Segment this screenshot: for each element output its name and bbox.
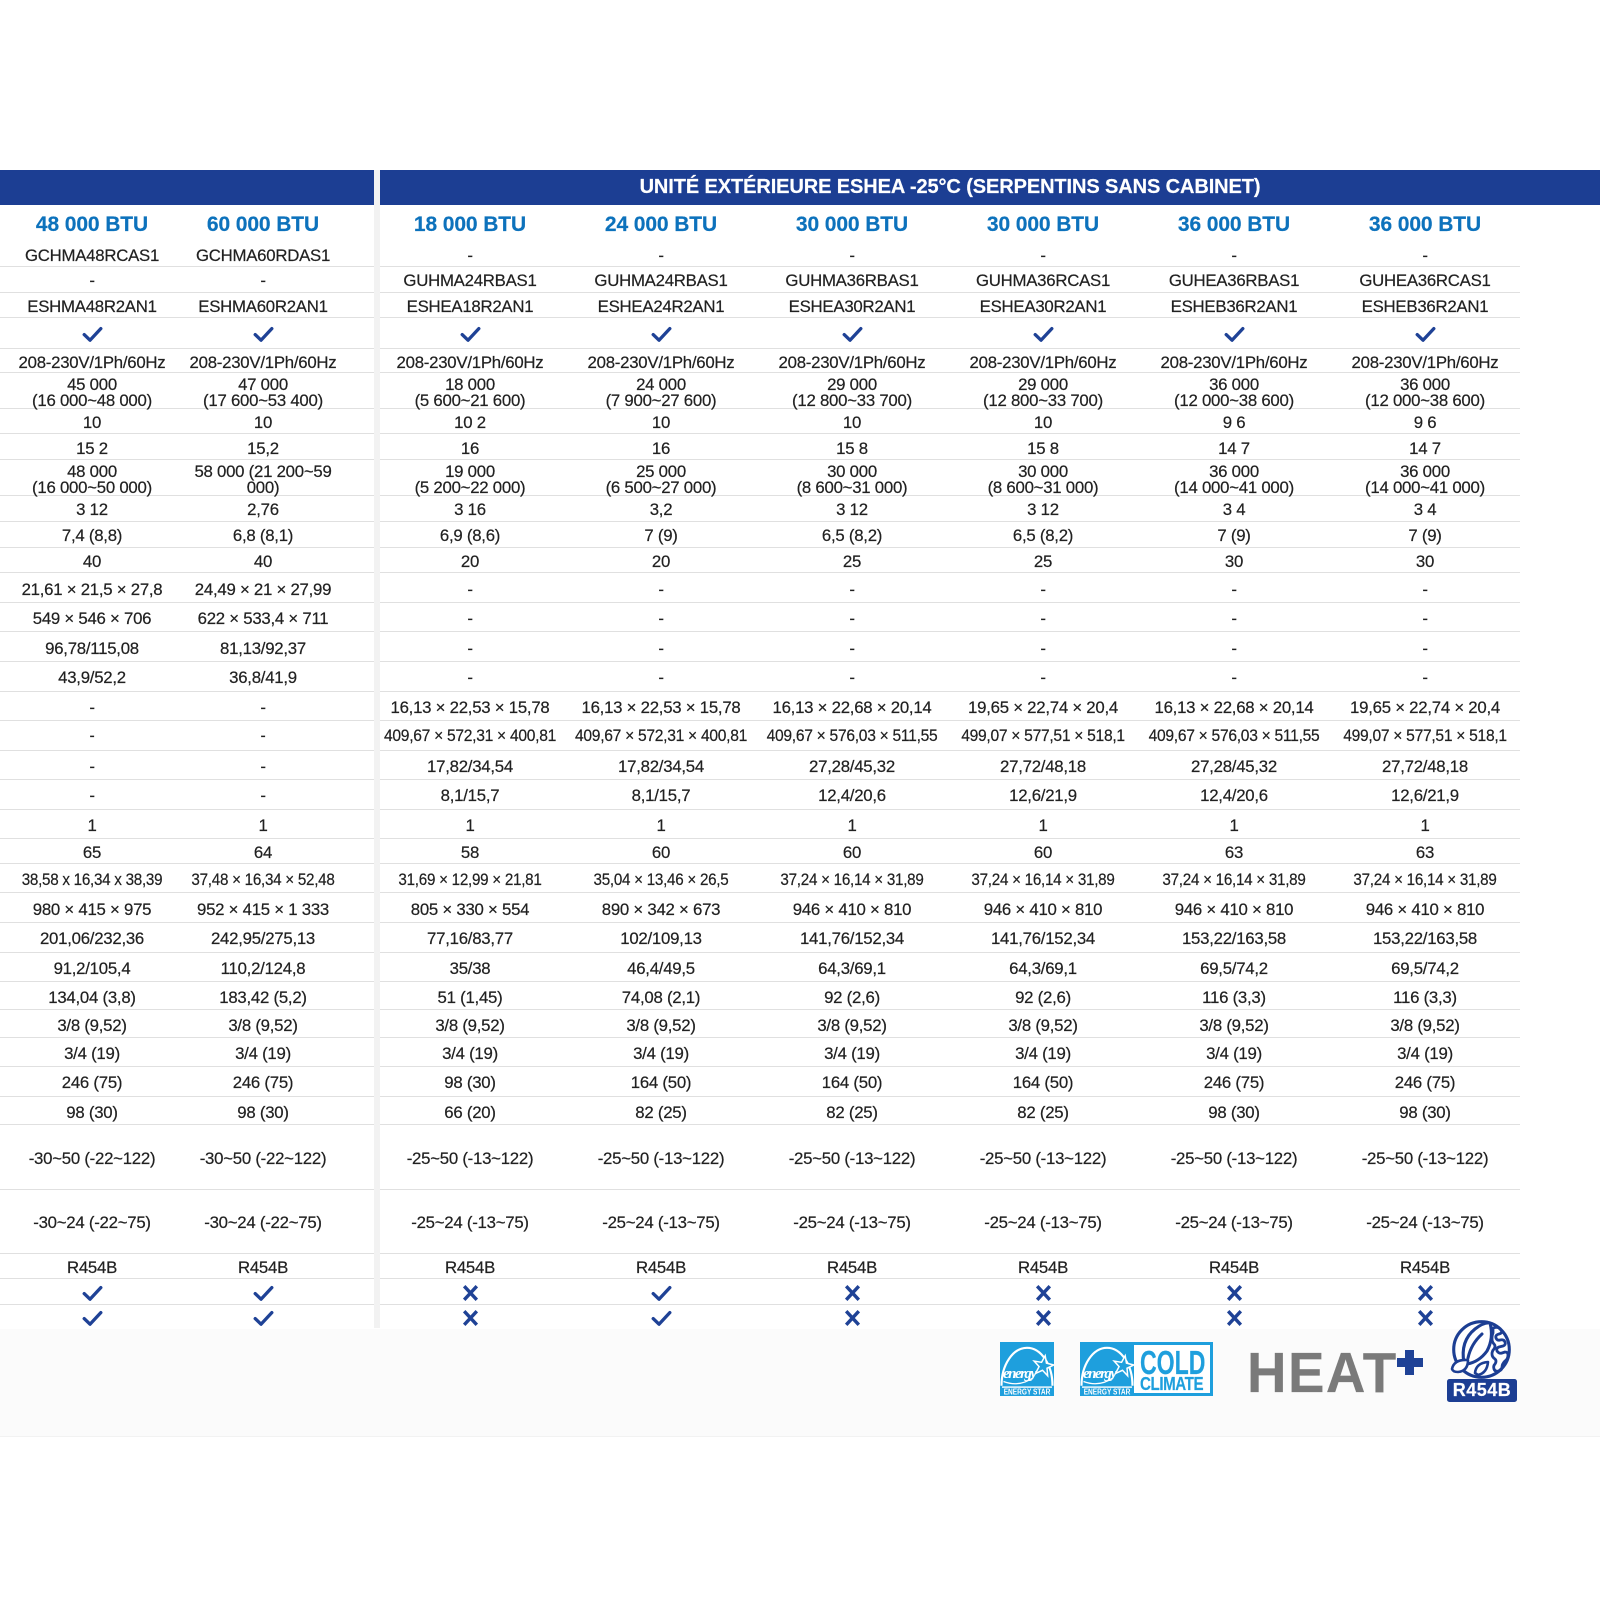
svg-text:energy: energy [1003,1366,1037,1382]
svg-text:ENERGY STAR: ENERGY STAR [1003,1386,1050,1395]
svg-text:ENERGY STAR: ENERGY STAR [1084,1386,1131,1395]
svg-text:energy: energy [1083,1366,1117,1382]
